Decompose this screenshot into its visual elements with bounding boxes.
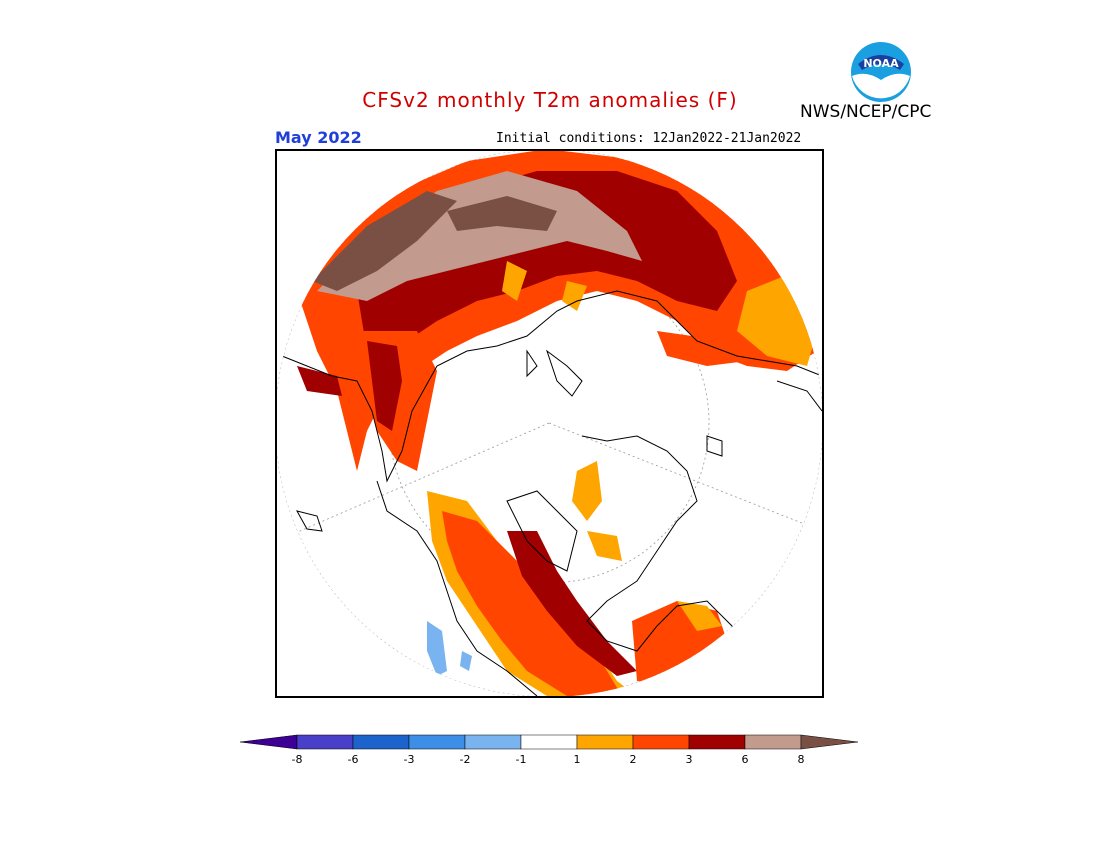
colorbar-tick-label: 1 [574, 753, 581, 766]
colorbar-bin [576, 734, 634, 750]
colorbar-bin [744, 734, 802, 750]
colorbar-bin [632, 734, 690, 750]
chart-title: CFSv2 monthly T2m anomalies (F) [362, 88, 738, 112]
colorbar-tick-label: 8 [798, 753, 805, 766]
colorbar-tick-label: -6 [348, 753, 359, 766]
colorbar-tick-label: -2 [460, 753, 471, 766]
colorbar-tick-label: 3 [686, 753, 693, 766]
noaa-logo: NOAA [850, 40, 912, 104]
initial-conditions-label: Initial conditions: 12Jan2022-21Jan2022 [496, 131, 802, 146]
colorbar-tick-label: 6 [742, 753, 749, 766]
colorbar-arrow-high [800, 734, 859, 750]
organization-label: NWS/NCEP/CPC [800, 102, 932, 122]
colorbar-tick-label: -3 [404, 753, 415, 766]
anomaly-region-eurasia [297, 151, 817, 471]
colorbar-bin [408, 734, 466, 750]
polar-map [275, 149, 824, 698]
noaa-logo-text: NOAA [863, 57, 899, 70]
colorbar-arrow-low [239, 734, 298, 750]
colorbar-tick-label: -1 [516, 753, 527, 766]
colorbar-bin [296, 734, 354, 750]
meridian-line [548, 422, 822, 532]
colorbar: -8 -6 -3 -2 -1 1 2 3 6 8 [239, 733, 862, 773]
coastlines [281, 290, 822, 696]
colorbar-tick-label: -8 [292, 753, 303, 766]
colorbar-bin [688, 734, 746, 750]
colorbar-bin [520, 734, 578, 750]
anomaly-region-north-america [427, 461, 727, 696]
colorbar-tick-label: 2 [630, 753, 637, 766]
colorbar-bin [352, 734, 410, 750]
colorbar-bin [464, 734, 522, 750]
valid-month-label: May 2022 [275, 128, 362, 147]
